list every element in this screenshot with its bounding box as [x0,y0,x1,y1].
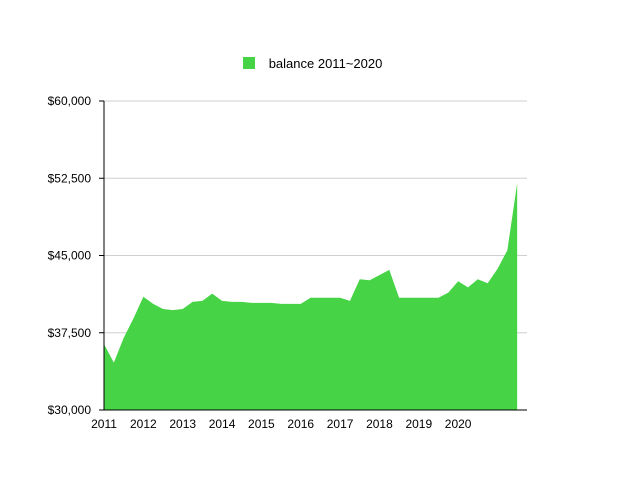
axes [103,101,527,411]
x-tick-label: 2018 [366,417,393,431]
y-tick-label: $37,500 [48,326,92,340]
y-tick-label: $60,000 [48,94,92,108]
x-tick-label: 2011 [91,417,117,431]
x-tick-label: 2013 [169,417,196,431]
x-tick-label: 2020 [445,417,472,431]
x-tick-label: 2015 [248,417,275,431]
y-tick-label: $52,500 [48,171,92,185]
x-tick-label: 2012 [130,417,157,431]
series-area [104,183,518,410]
y-tick-label: $45,000 [48,249,92,263]
x-tick-label: 2017 [327,417,354,431]
x-tick-labels: 2011 2012 2013 2014 2015 2016 2017 2018 2019 2020 [91,417,472,431]
legend-swatch [242,57,255,69]
x-tick-label: 2019 [405,417,432,431]
legend-label: balance 2011~2020 [268,55,383,71]
y-tick-labels: $30,000 $37,500 $45,000 $52,500 $60,000 [48,94,92,417]
legend: balance 2011~2020 [0,55,619,71]
x-tick-label: 2016 [287,417,314,431]
y-tick-label: $30,000 [48,403,92,417]
series-layer [104,183,518,410]
x-tick-label: 2014 [209,417,236,431]
